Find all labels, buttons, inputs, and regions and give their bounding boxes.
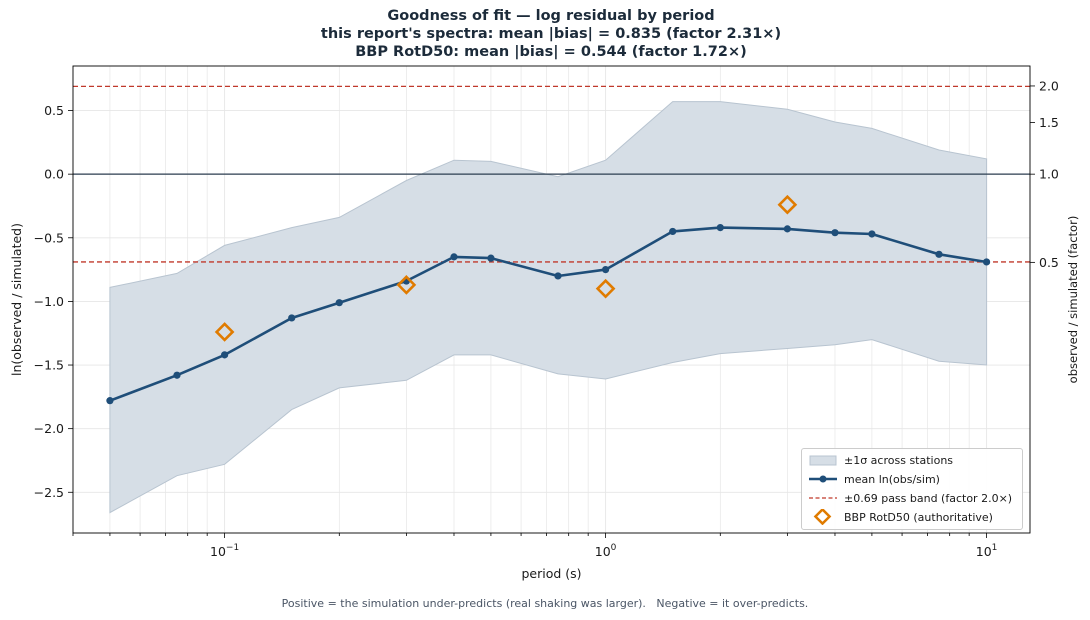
y-tick-label: −0.5 [34, 230, 64, 245]
secondary-y-axis-label: observed / simulated (factor) [1066, 216, 1080, 384]
chart-legend: ±1σ across stations mean ln(obs/sim) ±0.… [801, 448, 1023, 530]
mean-point [601, 265, 610, 274]
mean-point [554, 272, 562, 280]
mean-point [783, 225, 791, 233]
reference-lines [73, 85, 1030, 263]
legend-item-pass-band: ±0.69 pass band (factor 2.0×) [802, 489, 1012, 507]
mean-point [335, 299, 343, 307]
mean-point [173, 371, 181, 379]
y2-tick-label: 1.5 [1039, 115, 1059, 130]
bbp-marker [777, 194, 798, 215]
mean-point [935, 250, 943, 258]
footnote: Positive = the simulation under-predicts… [281, 597, 809, 610]
mean-point [450, 253, 458, 261]
y-tick-label: −2.5 [34, 485, 64, 500]
legend-label-bbp: BBP RotD50 (authoritative) [844, 510, 993, 524]
bbp-marker [595, 278, 616, 299]
sigma-band-layer [109, 101, 988, 514]
legend-mean-swatch [806, 471, 840, 487]
x-tick-label: 101 [976, 543, 998, 559]
x-axis-label: period (s) [521, 566, 581, 581]
y2-tick-label: 1.0 [1039, 167, 1059, 182]
mean-point [716, 224, 724, 232]
sigma-band [109, 101, 988, 514]
plot-frame [72, 65, 1031, 534]
chart-title-line-1: Goodness of fit — log residual by period [387, 8, 715, 24]
legend-label-pass-band: ±0.69 pass band (factor 2.0×) [844, 491, 1013, 505]
y-tick-label: −2.0 [34, 421, 64, 436]
chart-title-line-3: BBP RotD50: mean |bias| = 0.544 (factor … [355, 44, 747, 60]
y2-tick-label: 2.0 [1039, 78, 1059, 93]
bbp-marker [396, 275, 417, 295]
bbp-marker-layer [214, 194, 798, 342]
legend-bbp-swatch [806, 509, 840, 525]
x-tick-label: 10−1 [210, 543, 239, 559]
legend-item-mean: mean ln(obs/sim) [802, 470, 940, 488]
mean-point [106, 397, 114, 405]
y-axis-label: ln(observed / simulated) [9, 223, 24, 376]
legend-label-band: ±1σ across stations [844, 453, 954, 467]
legend-pass-band-swatch [806, 490, 840, 506]
y-tick-label: 0.0 [44, 167, 64, 182]
mean-line-layer [106, 224, 991, 405]
mean-point [868, 230, 876, 238]
chart-title-line-2: this report's spectra: mean |bias| = 0.8… [320, 26, 782, 42]
y2-tick-label: 0.5 [1039, 255, 1059, 270]
mean-point [669, 227, 677, 236]
mean-point [221, 351, 229, 359]
y-tick-label: −1.0 [34, 294, 64, 309]
axes: 0.5 0.0 −0.5 −1.0 −1.5 −2.0 −2.5 10−1 100 101 2.0 1… [34, 78, 1059, 559]
mean-point [288, 314, 296, 322]
legend-band-swatch [806, 452, 840, 468]
mean-point [487, 254, 495, 262]
y-tick-label: 0.5 [44, 103, 64, 118]
bbp-marker [214, 322, 235, 342]
mean-point [831, 229, 839, 237]
legend-item-bbp: BBP RotD50 (authoritative) [802, 508, 993, 526]
mean-point [982, 258, 991, 266]
legend-item-band: ±1σ across stations [802, 451, 953, 469]
y-tick-label: −1.5 [34, 358, 64, 373]
legend-label-mean: mean ln(obs/sim) [844, 472, 940, 486]
x-tick-label: 100 [595, 543, 617, 559]
